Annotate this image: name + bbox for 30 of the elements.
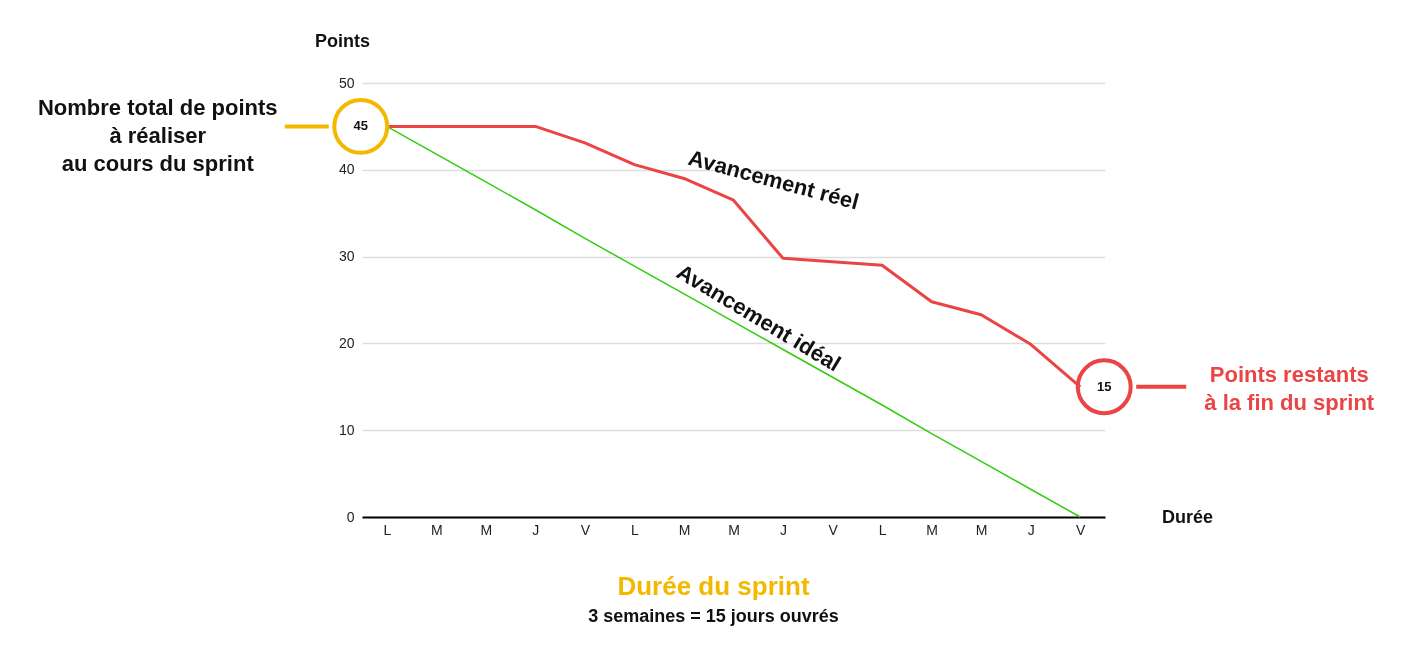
text: Durée du sprint	[617, 571, 810, 601]
y-tick-label: 40	[338, 161, 355, 178]
y-tick-label: 0	[346, 508, 355, 525]
x-tick-label: V	[828, 521, 839, 538]
x-tick-label: M	[430, 521, 443, 538]
data-label: 45	[353, 118, 368, 134]
x-tick-label: L	[878, 521, 887, 538]
y-axis-title: Points	[314, 30, 371, 51]
x-tick-label: M	[926, 521, 938, 538]
x-tick-label: V	[580, 521, 591, 538]
x-tick-label: J	[532, 521, 540, 538]
text: Nombre total de points à réaliser au cours du sprint	[37, 95, 278, 177]
x-tick-label: L	[631, 521, 640, 538]
x-tick-label: L	[383, 521, 392, 538]
x-axis-title: Durée	[1161, 506, 1214, 527]
y-tick-label: 10	[338, 421, 355, 438]
x-tick-label: J	[1027, 521, 1035, 538]
y-tick-label: 50	[338, 74, 355, 91]
x-tick-label: J	[780, 521, 788, 538]
text: 3 semaines = 15 jours ouvrés	[588, 606, 839, 626]
x-tick-label: V	[1076, 521, 1087, 538]
y-tick-label: 30	[338, 248, 355, 265]
x-tick-label: M	[975, 521, 988, 538]
x-tick-label: M	[678, 521, 691, 538]
data-label: 15	[1097, 378, 1112, 394]
x-tick-label: M	[480, 521, 493, 538]
y-tick-label: 20	[338, 334, 355, 351]
line-series	[386, 125, 1081, 518]
text: Points restants à la fin du sprint	[1204, 361, 1375, 415]
x-tick-label: M	[728, 521, 740, 538]
